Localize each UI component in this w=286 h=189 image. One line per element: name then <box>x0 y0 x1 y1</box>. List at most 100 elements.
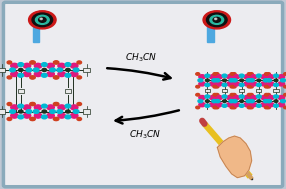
Circle shape <box>23 105 31 110</box>
Circle shape <box>41 74 47 77</box>
Circle shape <box>58 113 65 118</box>
Circle shape <box>65 115 71 119</box>
Circle shape <box>47 72 54 77</box>
Circle shape <box>213 17 221 22</box>
Circle shape <box>70 63 78 68</box>
Circle shape <box>18 115 23 119</box>
Circle shape <box>230 85 234 88</box>
Circle shape <box>65 104 71 108</box>
Circle shape <box>222 95 227 98</box>
Circle shape <box>263 99 268 103</box>
Circle shape <box>229 79 234 82</box>
Circle shape <box>250 95 257 100</box>
Circle shape <box>244 75 250 79</box>
Circle shape <box>256 95 261 98</box>
Circle shape <box>65 68 70 71</box>
Circle shape <box>29 11 56 29</box>
Circle shape <box>53 61 58 64</box>
Circle shape <box>278 95 285 100</box>
Circle shape <box>205 79 209 82</box>
Circle shape <box>233 75 239 79</box>
Circle shape <box>244 82 250 86</box>
Circle shape <box>246 79 251 82</box>
Circle shape <box>196 94 200 96</box>
Circle shape <box>263 79 268 82</box>
Circle shape <box>233 103 239 107</box>
Circle shape <box>281 99 285 103</box>
Circle shape <box>249 99 254 103</box>
Circle shape <box>199 95 205 100</box>
Circle shape <box>30 118 34 121</box>
Polygon shape <box>0 109 5 114</box>
Circle shape <box>239 95 244 98</box>
Circle shape <box>249 85 253 88</box>
Bar <box>33 15 39 42</box>
Circle shape <box>42 68 47 71</box>
Circle shape <box>65 110 70 113</box>
Circle shape <box>196 85 200 88</box>
Circle shape <box>273 95 278 98</box>
Circle shape <box>18 68 23 71</box>
Circle shape <box>222 74 227 77</box>
Circle shape <box>198 99 203 103</box>
Circle shape <box>274 79 278 82</box>
Circle shape <box>11 105 18 110</box>
Circle shape <box>240 79 244 82</box>
Circle shape <box>249 94 253 96</box>
Polygon shape <box>0 68 5 72</box>
Circle shape <box>205 95 210 98</box>
Circle shape <box>210 75 216 79</box>
Circle shape <box>249 106 253 109</box>
Polygon shape <box>256 89 261 92</box>
Circle shape <box>206 13 227 27</box>
Circle shape <box>54 76 59 79</box>
Circle shape <box>265 73 268 75</box>
Circle shape <box>265 85 268 88</box>
Circle shape <box>31 118 35 121</box>
Circle shape <box>198 79 203 82</box>
Circle shape <box>54 118 59 121</box>
Circle shape <box>199 82 205 86</box>
Circle shape <box>70 105 78 110</box>
Polygon shape <box>217 136 252 178</box>
Circle shape <box>53 102 58 105</box>
Circle shape <box>205 74 210 77</box>
Circle shape <box>227 95 233 100</box>
Text: CH$_3$CN: CH$_3$CN <box>129 129 161 141</box>
Circle shape <box>31 61 35 64</box>
Circle shape <box>247 73 251 75</box>
Circle shape <box>239 74 244 77</box>
Circle shape <box>284 94 286 96</box>
Circle shape <box>34 113 42 118</box>
Polygon shape <box>273 89 279 92</box>
Circle shape <box>73 110 79 113</box>
Circle shape <box>213 94 217 96</box>
Circle shape <box>205 83 210 87</box>
Circle shape <box>267 75 274 79</box>
Circle shape <box>35 15 49 24</box>
Circle shape <box>213 85 217 88</box>
Circle shape <box>210 95 216 100</box>
Circle shape <box>205 104 210 107</box>
Circle shape <box>240 100 244 102</box>
Circle shape <box>230 94 234 96</box>
Polygon shape <box>83 109 90 114</box>
Circle shape <box>42 110 47 113</box>
Circle shape <box>232 73 236 75</box>
Circle shape <box>77 61 82 64</box>
Circle shape <box>244 103 250 107</box>
Circle shape <box>210 15 224 24</box>
Circle shape <box>213 73 217 75</box>
Circle shape <box>213 106 217 109</box>
Circle shape <box>203 11 231 29</box>
Circle shape <box>223 100 227 102</box>
Polygon shape <box>65 89 71 93</box>
Circle shape <box>7 61 12 64</box>
FancyBboxPatch shape <box>3 2 283 187</box>
Circle shape <box>261 95 267 100</box>
Circle shape <box>216 82 222 86</box>
Circle shape <box>30 102 34 105</box>
Circle shape <box>31 102 35 105</box>
Circle shape <box>244 95 250 100</box>
Circle shape <box>30 76 34 79</box>
